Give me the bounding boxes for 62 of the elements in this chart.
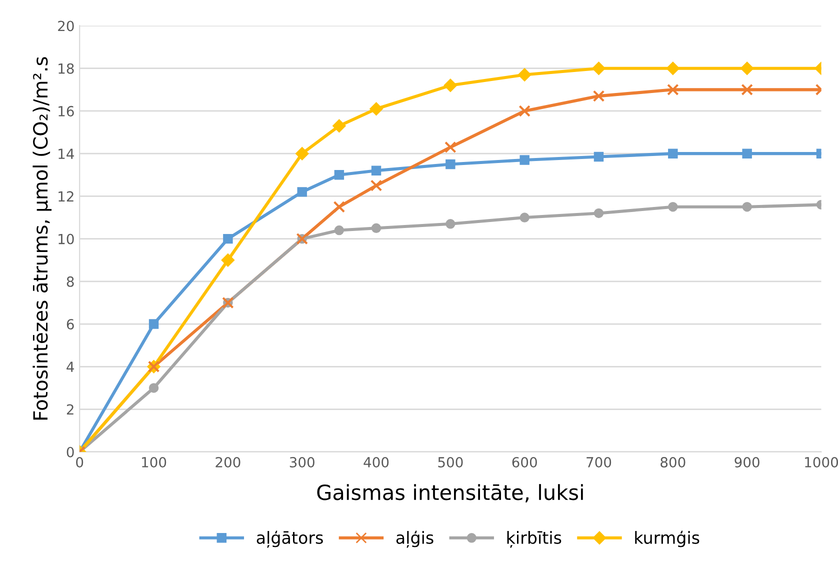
y-tick-label: 18 xyxy=(58,63,74,74)
point xyxy=(740,62,754,75)
point xyxy=(334,225,344,236)
x-tick-label: 600 xyxy=(512,456,537,468)
y-tick-label: 2 xyxy=(66,404,74,415)
x-tick-label: 700 xyxy=(586,456,612,468)
point xyxy=(296,146,309,160)
point xyxy=(668,148,678,158)
point xyxy=(594,208,604,218)
point xyxy=(446,219,456,229)
point xyxy=(297,187,307,197)
point xyxy=(333,200,346,213)
legend-label: aļģis xyxy=(396,530,434,548)
y-tick-label: 16 xyxy=(58,106,74,116)
legend-label: aļģātors xyxy=(256,530,323,548)
x-tick-label: 500 xyxy=(438,456,463,468)
point xyxy=(444,78,458,92)
x-axis-title: Gaismas intensitāte, luksi xyxy=(317,484,583,502)
y-axis-title: Fotosintēzes ātrums, µmol (CO₂)/m².s xyxy=(32,57,52,420)
point xyxy=(518,105,530,117)
point xyxy=(592,62,606,75)
y-tick-label: 0 xyxy=(66,446,74,458)
point xyxy=(594,152,604,162)
x-tick-label: 400 xyxy=(364,456,389,468)
y-tick-label: 10 xyxy=(58,234,74,244)
x-tick-label: 200 xyxy=(216,456,240,468)
point xyxy=(742,148,752,158)
point xyxy=(332,119,346,132)
point xyxy=(741,84,753,96)
y-tick-label: 14 xyxy=(58,148,74,159)
point xyxy=(371,166,382,176)
point xyxy=(667,84,679,96)
y-tick-label: 8 xyxy=(66,276,74,287)
point xyxy=(370,102,383,116)
point xyxy=(592,90,605,102)
point xyxy=(444,141,456,154)
point xyxy=(148,319,159,329)
point xyxy=(223,234,233,244)
point xyxy=(221,254,235,267)
x-tick-label: 900 xyxy=(734,456,760,468)
x-tick-label: 300 xyxy=(290,456,314,468)
point xyxy=(446,159,456,170)
legend-label: kurmģis xyxy=(635,530,700,548)
y-tick-label: 6 xyxy=(66,319,74,330)
legend-label: ķirbītis xyxy=(507,531,562,548)
point xyxy=(520,155,530,165)
point xyxy=(668,202,678,212)
point xyxy=(371,223,382,234)
x-tick-label: 1000 xyxy=(805,456,838,468)
y-tick-label: 20 xyxy=(58,20,74,32)
point xyxy=(666,62,680,75)
point xyxy=(742,202,752,212)
x-tick-label: 0 xyxy=(76,456,84,468)
point xyxy=(518,68,532,82)
point xyxy=(370,180,382,192)
point xyxy=(520,212,530,222)
x-tick-label: 100 xyxy=(142,456,166,468)
y-tick-label: 12 xyxy=(58,191,74,202)
point xyxy=(334,170,344,180)
x-tick-label: 800 xyxy=(660,456,686,468)
point xyxy=(148,383,159,393)
y-tick-label: 4 xyxy=(66,362,74,372)
